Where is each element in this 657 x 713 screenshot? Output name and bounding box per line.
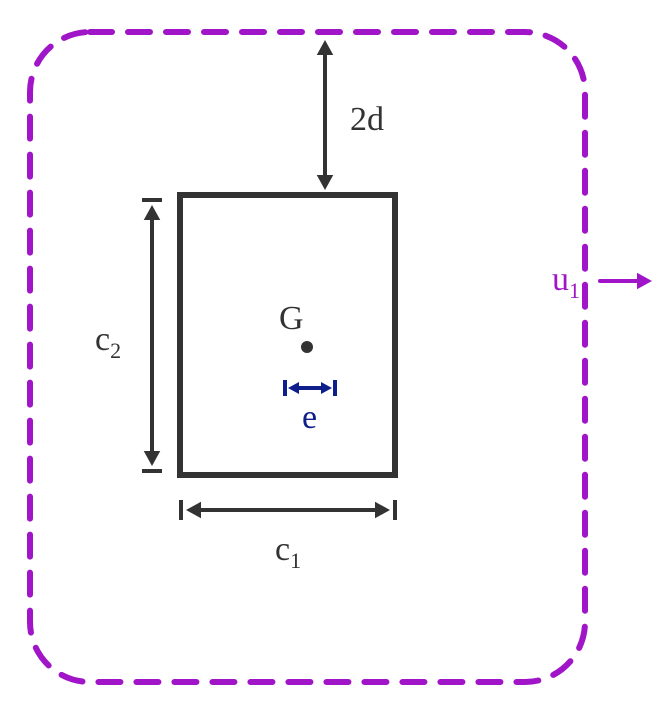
dim-height: c2 <box>95 200 162 471</box>
center-label: G <box>279 300 304 337</box>
dim-height-label: c2 <box>95 321 121 363</box>
dim-width-label: c1 <box>275 531 301 573</box>
center-point: G <box>279 300 313 353</box>
dim-ecc-label: e <box>302 399 317 436</box>
u1-arrow: u1 <box>552 261 652 303</box>
u1-label: u1 <box>552 261 580 303</box>
dim-eccentricity: e <box>285 380 335 436</box>
dim-top-gap: 2d <box>317 40 384 190</box>
dim-width: c1 <box>181 500 395 573</box>
dim-top-gap-label: 2d <box>350 101 384 138</box>
